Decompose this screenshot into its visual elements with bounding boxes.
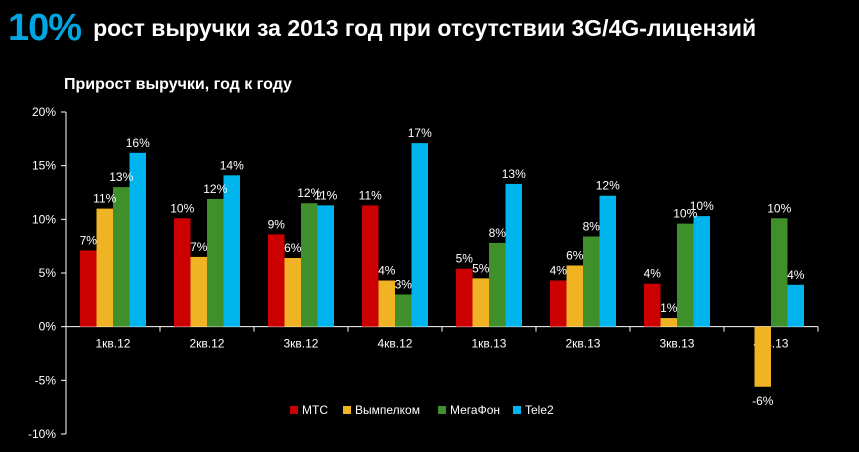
bar: [771, 218, 788, 327]
bar: [362, 205, 379, 327]
y-tick-label: 5%: [39, 266, 57, 280]
bar: [207, 198, 224, 327]
bar: [644, 283, 661, 327]
bar: [505, 183, 522, 327]
bar: [113, 187, 130, 327]
bar: [599, 195, 616, 327]
bar: [583, 236, 600, 327]
data-label: 5%: [456, 252, 474, 266]
data-label: 13%: [109, 170, 133, 184]
data-label: 16%: [126, 136, 150, 150]
bar: [660, 318, 677, 327]
bar: [489, 242, 506, 327]
legend-label: МТС: [302, 403, 328, 417]
bar: [268, 234, 285, 327]
legend-swatch: [290, 406, 298, 414]
bar: [129, 152, 146, 327]
data-label: 12%: [596, 179, 620, 193]
data-label: 11%: [359, 188, 382, 202]
legend-swatch: [343, 406, 351, 414]
data-label: 6%: [566, 248, 584, 262]
bar: [550, 280, 567, 327]
headline: 10% рост выручки за 2013 год при отсутст…: [8, 4, 756, 52]
x-tick-label: 4кв.12: [378, 337, 413, 351]
bar: [301, 203, 318, 327]
data-label: 11%: [314, 188, 337, 202]
chart-bars: [80, 143, 804, 387]
data-label: 12%: [203, 182, 227, 196]
bar: [411, 143, 428, 327]
bar: [80, 250, 97, 327]
data-label: 9%: [268, 217, 286, 231]
bar: [190, 256, 207, 327]
data-label: 13%: [502, 167, 526, 181]
chart-data-labels: 7%11%13%16%10%7%12%14%9%6%12%11% 11%4%3%1…: [80, 126, 805, 408]
data-label: 6%: [284, 241, 302, 255]
bar: [472, 278, 489, 327]
data-label: 1%: [660, 301, 678, 315]
data-label: 10%: [690, 199, 714, 213]
x-tick-label: 2кв.12: [190, 337, 225, 351]
data-label: 4%: [550, 264, 568, 278]
x-tick-label: 2кв.13: [566, 337, 601, 351]
x-tick-label: 3кв.12: [284, 337, 319, 351]
bar: [677, 223, 694, 327]
bar: [456, 268, 473, 327]
y-tick-label: -10%: [28, 427, 56, 441]
bar: [284, 257, 301, 327]
data-label: 10%: [767, 201, 791, 215]
data-label: 4%: [644, 267, 662, 281]
data-label: 10%: [170, 201, 194, 215]
y-tick-label: -5%: [35, 373, 57, 387]
data-label: 11%: [93, 192, 116, 206]
bar: [693, 216, 710, 327]
data-label: 10%: [673, 207, 697, 221]
legend-swatch: [513, 406, 521, 414]
bar: [566, 265, 583, 327]
legend-label: МегаФон: [450, 403, 500, 417]
bar: [754, 326, 771, 387]
chart-legend: МТС Вымпелком МегаФон Tele2: [290, 403, 554, 417]
y-tick-label: 0%: [39, 320, 57, 334]
y-tick-label: 15%: [32, 159, 56, 173]
data-label: 5%: [472, 261, 490, 275]
bar: [787, 284, 804, 327]
data-label: 17%: [408, 126, 432, 140]
y-tick-label: 10%: [32, 212, 56, 226]
x-tick-label: 3кв.13: [660, 337, 695, 351]
chart-axes: 20% 15% 10% 5% 0% -5% -10% 1кв.12 2кв.12 3кв.12 4к…: [28, 105, 819, 441]
legend-label: Вымпелком: [355, 403, 420, 417]
headline-text: рост выручки за 2013 год при отсутствии …: [93, 14, 757, 41]
chart-title: Прирост выручки, год к году: [64, 76, 292, 93]
data-label: 4%: [378, 264, 396, 278]
x-tick-label: 1кв.13: [472, 337, 507, 351]
y-tick-label: 20%: [32, 105, 56, 119]
data-label: 4%: [787, 268, 805, 282]
legend-swatch: [438, 406, 446, 414]
data-label: 7%: [80, 233, 98, 247]
bar: [96, 208, 113, 327]
bar: [378, 280, 395, 327]
data-label: 8%: [489, 226, 507, 240]
legend-label: Tele2: [525, 403, 554, 417]
bar: [223, 175, 240, 327]
bar: [395, 294, 412, 327]
data-label: 12%: [297, 186, 321, 200]
data-label: 14%: [220, 158, 244, 172]
bar: [317, 205, 334, 327]
headline-percent: 10%: [8, 6, 82, 49]
data-label: 3%: [395, 277, 413, 291]
bar: [174, 218, 191, 327]
data-label: 7%: [190, 240, 208, 254]
data-label: 8%: [583, 220, 601, 234]
data-label: -6%: [752, 394, 774, 408]
x-tick-label: 1кв.12: [96, 337, 131, 351]
